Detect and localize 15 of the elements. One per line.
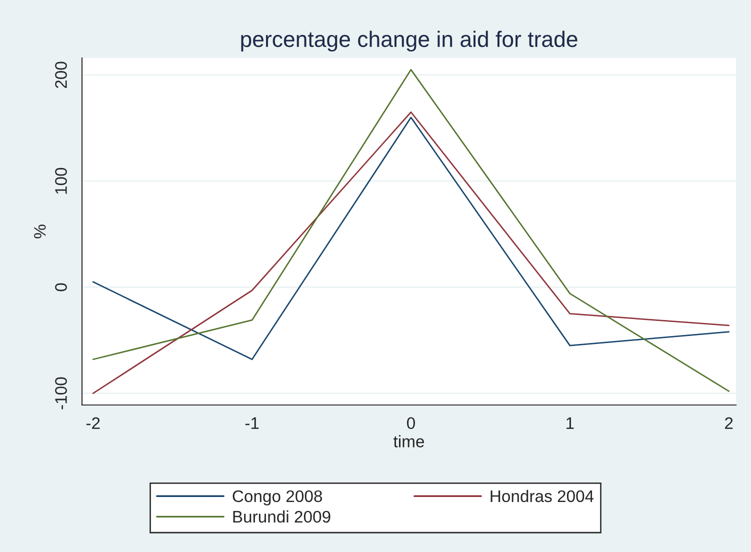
legend-label: Congo 2008 xyxy=(232,490,322,506)
y-tick-label: 0 xyxy=(55,283,67,292)
x-tick-label: -2 xyxy=(86,417,100,429)
y-tick-label: 100 xyxy=(55,168,67,194)
x-tick-label: 1 xyxy=(566,417,574,429)
legend-label: Hondras 2004 xyxy=(490,490,594,502)
x-axis-title: time xyxy=(394,435,424,448)
y-tick-label: 200 xyxy=(55,62,67,88)
y-tick-label: -100 xyxy=(55,377,67,410)
x-tick-label: 2 xyxy=(725,417,733,429)
y-axis-title: % xyxy=(34,224,46,238)
x-tick-label: -1 xyxy=(245,417,259,429)
x-tick-label: 0 xyxy=(407,417,415,430)
chart-title: percentage change in aid for trade xyxy=(241,30,578,52)
legend-label: Burundi 2009 xyxy=(233,510,330,523)
